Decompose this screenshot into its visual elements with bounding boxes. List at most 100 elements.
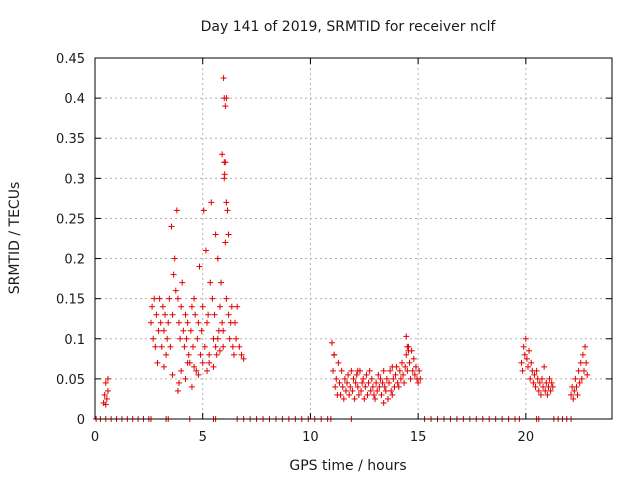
data-point xyxy=(386,379,393,386)
data-point xyxy=(347,383,354,390)
data-point xyxy=(415,379,422,386)
data-point xyxy=(547,387,554,394)
data-point xyxy=(532,383,539,390)
data-point xyxy=(396,367,403,374)
data-point xyxy=(166,295,173,302)
data-point xyxy=(330,367,337,374)
data-point xyxy=(383,375,390,382)
data-point xyxy=(168,223,175,230)
y-tick-label: 0.4 xyxy=(64,92,85,107)
data-point xyxy=(579,351,586,358)
data-point xyxy=(405,347,412,354)
data-point xyxy=(363,371,370,378)
data-point xyxy=(332,383,339,390)
data-point xyxy=(204,319,211,326)
data-point xyxy=(174,295,181,302)
data-point xyxy=(536,379,543,386)
data-point xyxy=(380,367,387,374)
data-point xyxy=(374,387,381,394)
data-point xyxy=(344,379,351,386)
data-point xyxy=(234,303,241,310)
x-tick-label: 10 xyxy=(302,430,319,445)
data-point xyxy=(394,379,401,386)
data-point xyxy=(341,375,348,382)
data-point xyxy=(223,295,230,302)
data-point xyxy=(389,391,396,398)
chart-title: Day 141 of 2019, SRMTID for receiver ncl… xyxy=(201,19,497,35)
data-point xyxy=(205,311,212,318)
data-point xyxy=(212,343,219,350)
data-point xyxy=(226,335,233,342)
data-point xyxy=(181,343,188,350)
data-point xyxy=(218,279,225,286)
data-point xyxy=(387,367,394,374)
data-point xyxy=(348,367,355,374)
data-point xyxy=(164,335,171,342)
data-point xyxy=(184,359,191,366)
data-point xyxy=(216,347,223,354)
data-point xyxy=(188,303,195,310)
data-point xyxy=(154,359,161,366)
data-point xyxy=(204,367,211,374)
data-point xyxy=(402,363,409,370)
data-point xyxy=(407,375,414,382)
data-point xyxy=(531,371,538,378)
data-point xyxy=(395,383,402,390)
data-point xyxy=(378,391,385,398)
data-point xyxy=(230,351,237,358)
data-point xyxy=(535,387,542,394)
data-point xyxy=(201,343,208,350)
data-point xyxy=(350,375,357,382)
data-point xyxy=(362,383,369,390)
data-point xyxy=(417,375,424,382)
data-point xyxy=(199,303,206,310)
data-point xyxy=(570,395,577,402)
data-point xyxy=(222,159,229,166)
data-point xyxy=(236,343,243,350)
data-point xyxy=(229,343,236,350)
data-point xyxy=(342,387,349,394)
data-point xyxy=(548,379,555,386)
data-point xyxy=(225,231,232,238)
y-tick-label: 0 xyxy=(77,413,85,428)
data-point xyxy=(225,311,232,318)
data-point xyxy=(519,367,526,374)
grid-lines xyxy=(95,57,612,419)
x-axis-label: GPS time / hours xyxy=(289,458,406,474)
data-point xyxy=(198,327,205,334)
y-tick-label: 0.15 xyxy=(56,293,85,308)
data-point xyxy=(183,335,190,342)
data-point xyxy=(199,359,206,366)
data-point xyxy=(355,391,362,398)
data-point xyxy=(361,395,368,402)
data-point xyxy=(364,391,371,398)
data-point xyxy=(102,379,109,386)
data-point xyxy=(520,343,527,350)
data-point xyxy=(540,383,547,390)
x-axis-ticks: 0 5 10 15 20 xyxy=(91,58,534,445)
data-point xyxy=(582,343,589,350)
data-point xyxy=(173,207,180,214)
data-point xyxy=(216,303,223,310)
y-tick-label: 0.3 xyxy=(64,172,85,187)
data-point xyxy=(401,379,408,386)
data-point xyxy=(221,171,228,178)
data-point xyxy=(373,379,380,386)
x-tick-label: 5 xyxy=(199,430,207,445)
data-point xyxy=(196,263,203,270)
data-point xyxy=(523,355,530,362)
data-point xyxy=(172,287,179,294)
data-point xyxy=(192,311,199,318)
data-point xyxy=(572,375,579,382)
data-point xyxy=(222,239,229,246)
data-point xyxy=(583,359,590,366)
data-point xyxy=(409,367,416,374)
data-point xyxy=(521,351,528,358)
data-point xyxy=(351,395,358,402)
x-tick-label: 20 xyxy=(518,430,535,445)
data-point xyxy=(184,319,191,326)
data-point xyxy=(340,395,347,402)
data-point xyxy=(174,387,181,394)
data-point xyxy=(400,371,407,378)
